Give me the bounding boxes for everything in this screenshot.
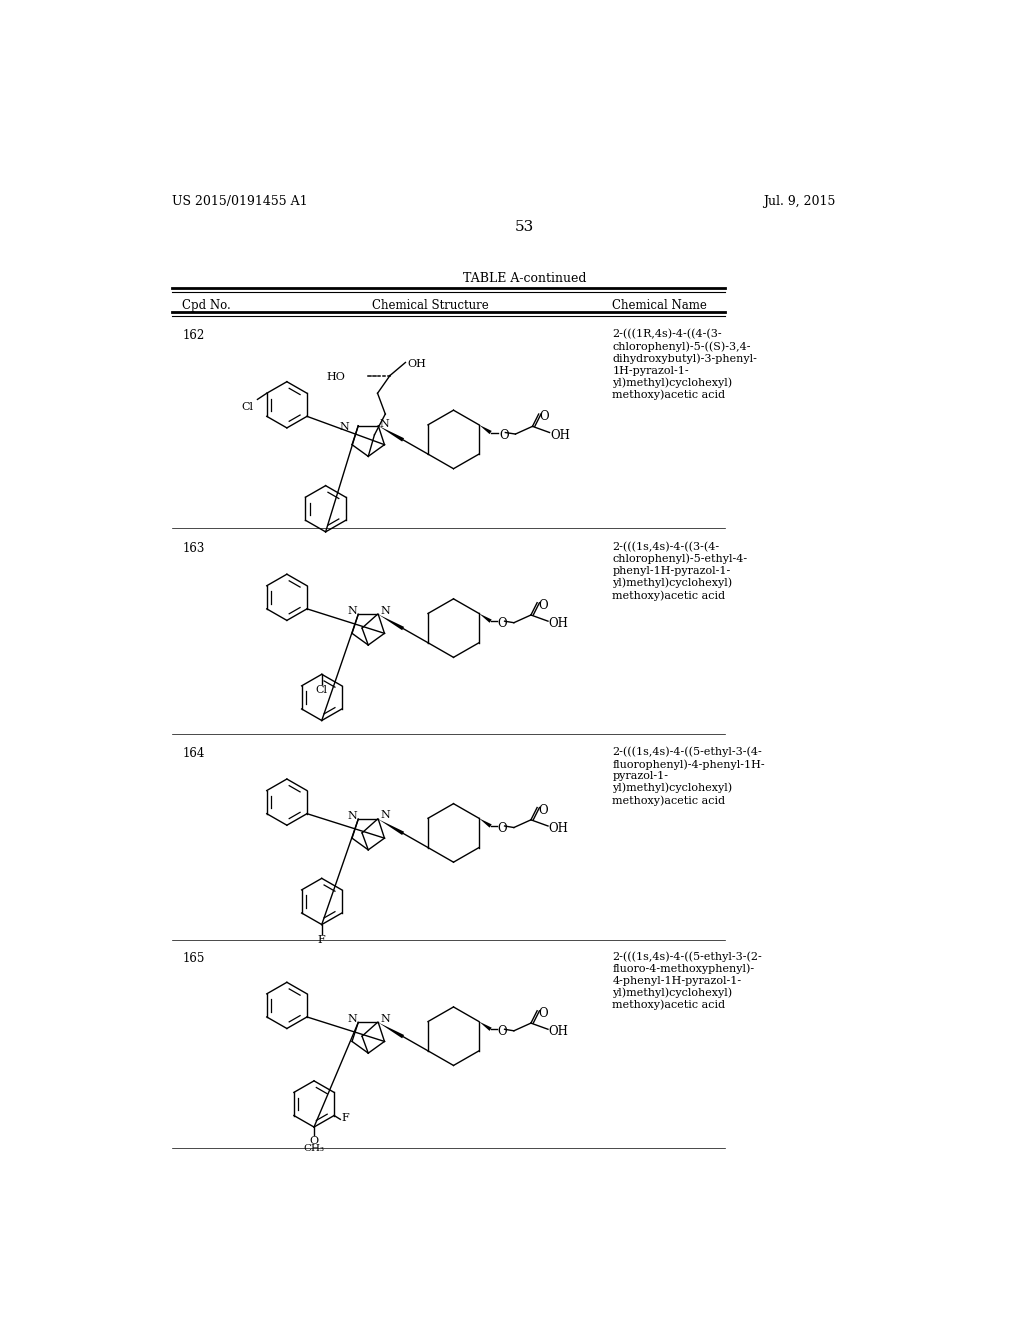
- Text: 165: 165: [182, 952, 205, 965]
- Text: 2-(((1s,4s)-4-((3-(4-
chlorophenyl)-5-ethyl-4-
phenyl-1H-pyrazol-1-
yl)methyl)cy: 2-(((1s,4s)-4-((3-(4- chlorophenyl)-5-et…: [612, 543, 748, 601]
- Text: 2-(((1s,4s)-4-((5-ethyl-3-(2-
fluoro-4-methoxyphenyl)-
4-phenyl-1H-pyrazol-1-
yl: 2-(((1s,4s)-4-((5-ethyl-3-(2- fluoro-4-m…: [612, 952, 762, 1011]
- Text: N: N: [347, 606, 357, 616]
- Text: O: O: [538, 1007, 548, 1020]
- Text: O: O: [498, 822, 507, 836]
- Text: OH: OH: [549, 618, 568, 631]
- Text: O: O: [538, 599, 548, 612]
- Text: Cpd No.: Cpd No.: [182, 298, 231, 312]
- Text: OH: OH: [549, 822, 568, 836]
- Text: O: O: [538, 804, 548, 817]
- Text: N: N: [381, 1014, 390, 1023]
- Text: N: N: [347, 1014, 357, 1024]
- Text: CH₃: CH₃: [303, 1144, 325, 1152]
- Text: Chemical Structure: Chemical Structure: [372, 298, 488, 312]
- Text: O: O: [499, 429, 509, 442]
- Polygon shape: [378, 614, 404, 630]
- Text: Jul. 9, 2015: Jul. 9, 2015: [764, 195, 836, 209]
- Text: 2-(((1R,4s)-4-((4-(3-
chlorophenyl)-5-((S)-3,4-
dihydroxybutyl)-3-phenyl-
1H-pyr: 2-(((1R,4s)-4-((4-(3- chlorophenyl)-5-((…: [612, 330, 758, 400]
- Text: O: O: [498, 618, 507, 631]
- Text: N: N: [347, 810, 357, 821]
- Text: N: N: [381, 606, 390, 615]
- Text: US 2015/0191455 A1: US 2015/0191455 A1: [172, 195, 308, 209]
- Text: Chemical Name: Chemical Name: [612, 298, 708, 312]
- Text: O: O: [498, 1026, 507, 1039]
- Text: Cl: Cl: [242, 403, 253, 412]
- Text: OH: OH: [408, 359, 427, 368]
- Polygon shape: [479, 614, 492, 623]
- Text: OH: OH: [549, 1026, 568, 1039]
- Text: N: N: [339, 421, 349, 432]
- Text: 162: 162: [182, 330, 205, 342]
- Polygon shape: [479, 425, 492, 434]
- Text: HO: HO: [327, 372, 346, 381]
- Text: 163: 163: [182, 543, 205, 554]
- Text: OH: OH: [550, 429, 570, 442]
- Polygon shape: [378, 1023, 404, 1039]
- Polygon shape: [479, 818, 492, 828]
- Text: F: F: [317, 936, 326, 945]
- Text: 53: 53: [515, 220, 535, 234]
- Text: N: N: [380, 420, 389, 429]
- Polygon shape: [378, 426, 404, 442]
- Text: O: O: [309, 1135, 318, 1146]
- Text: Cl: Cl: [315, 685, 328, 696]
- Polygon shape: [378, 820, 404, 836]
- Text: 164: 164: [182, 747, 205, 760]
- Text: N: N: [381, 810, 390, 820]
- Polygon shape: [479, 1022, 492, 1031]
- Text: 2-(((1s,4s)-4-((5-ethyl-3-(4-
fluorophenyl)-4-phenyl-1H-
pyrazol-1-
yl)methyl)cy: 2-(((1s,4s)-4-((5-ethyl-3-(4- fluorophen…: [612, 747, 765, 805]
- Text: O: O: [540, 411, 549, 424]
- Text: F: F: [341, 1113, 349, 1123]
- Text: TABLE A-continued: TABLE A-continued: [463, 272, 587, 285]
